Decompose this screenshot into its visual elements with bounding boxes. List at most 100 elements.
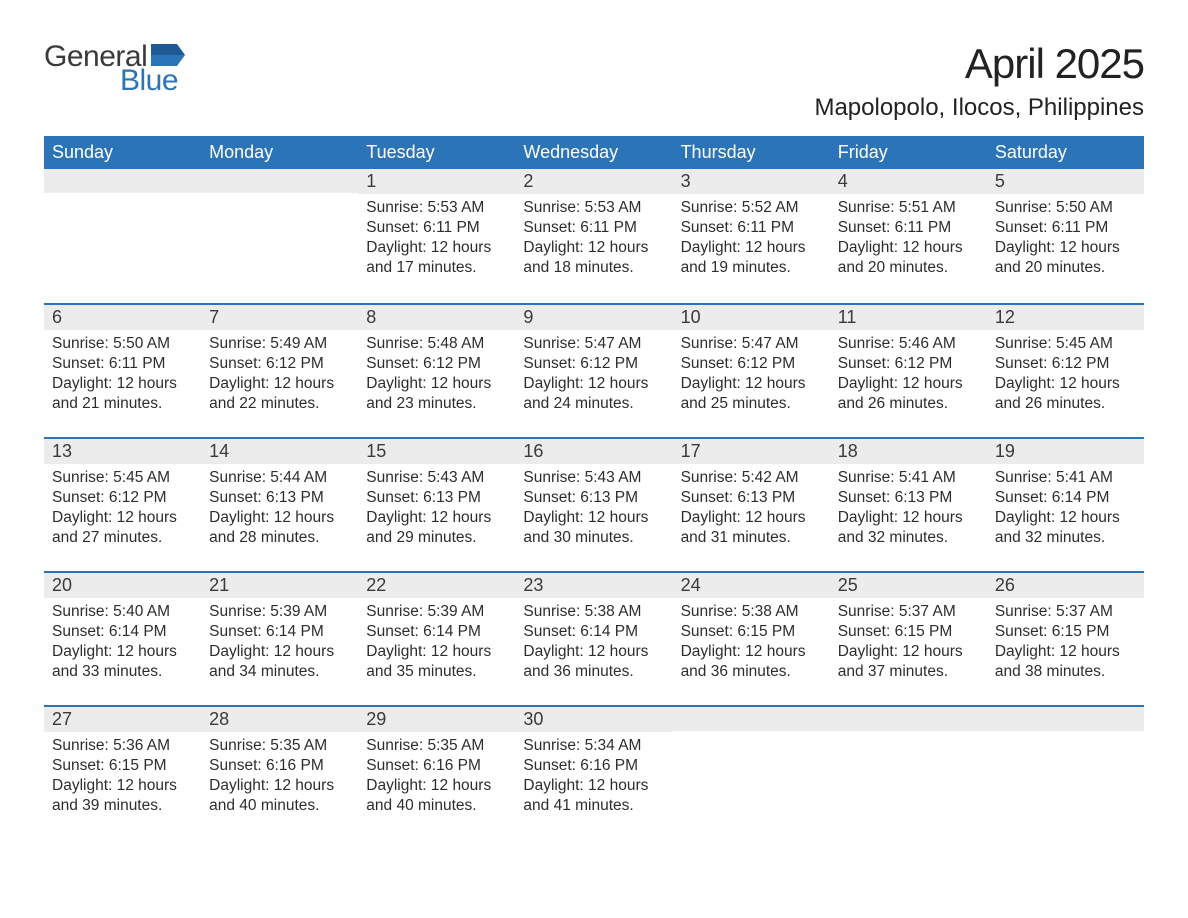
sunrise-text: Sunrise: 5:42 AM	[681, 468, 822, 488]
daylight-text: Daylight: 12 hours and 22 minutes.	[209, 374, 350, 414]
day-body: Sunrise: 5:51 AMSunset: 6:11 PMDaylight:…	[830, 194, 987, 293]
calendar-day: 1Sunrise: 5:53 AMSunset: 6:11 PMDaylight…	[358, 169, 515, 303]
day-body: Sunrise: 5:50 AMSunset: 6:11 PMDaylight:…	[987, 194, 1144, 293]
day-number	[830, 707, 987, 731]
sunrise-text: Sunrise: 5:39 AM	[366, 602, 507, 622]
sunrise-text: Sunrise: 5:43 AM	[366, 468, 507, 488]
daylight-text: Daylight: 12 hours and 39 minutes.	[52, 776, 193, 816]
daylight-text: Daylight: 12 hours and 35 minutes.	[366, 642, 507, 682]
daylight-text: Daylight: 12 hours and 24 minutes.	[523, 374, 664, 414]
calendar-week: 27Sunrise: 5:36 AMSunset: 6:15 PMDayligh…	[44, 705, 1144, 839]
sunset-text: Sunset: 6:15 PM	[838, 622, 979, 642]
sunrise-text: Sunrise: 5:50 AM	[995, 198, 1136, 218]
day-body: Sunrise: 5:45 AMSunset: 6:12 PMDaylight:…	[44, 464, 201, 563]
day-number: 10	[673, 305, 830, 330]
day-body: Sunrise: 5:39 AMSunset: 6:14 PMDaylight:…	[358, 598, 515, 697]
sunset-text: Sunset: 6:14 PM	[209, 622, 350, 642]
day-number: 13	[44, 439, 201, 464]
sunrise-text: Sunrise: 5:38 AM	[523, 602, 664, 622]
calendar-day: 12Sunrise: 5:45 AMSunset: 6:12 PMDayligh…	[987, 305, 1144, 437]
calendar-day: 2Sunrise: 5:53 AMSunset: 6:11 PMDaylight…	[515, 169, 672, 303]
day-number	[201, 169, 358, 193]
dow-header: Saturday	[987, 136, 1144, 169]
day-number: 11	[830, 305, 987, 330]
day-number: 7	[201, 305, 358, 330]
day-number: 15	[358, 439, 515, 464]
sunset-text: Sunset: 6:12 PM	[995, 354, 1136, 374]
sunrise-text: Sunrise: 5:53 AM	[523, 198, 664, 218]
day-body: Sunrise: 5:41 AMSunset: 6:14 PMDaylight:…	[987, 464, 1144, 563]
calendar-day: 3Sunrise: 5:52 AMSunset: 6:11 PMDaylight…	[673, 169, 830, 303]
daylight-text: Daylight: 12 hours and 25 minutes.	[681, 374, 822, 414]
sunset-text: Sunset: 6:15 PM	[681, 622, 822, 642]
day-number: 30	[515, 707, 672, 732]
day-number: 25	[830, 573, 987, 598]
sunrise-text: Sunrise: 5:40 AM	[52, 602, 193, 622]
day-number: 5	[987, 169, 1144, 194]
day-body: Sunrise: 5:43 AMSunset: 6:13 PMDaylight:…	[515, 464, 672, 563]
sunrise-text: Sunrise: 5:38 AM	[681, 602, 822, 622]
dow-header: Friday	[830, 136, 987, 169]
daylight-text: Daylight: 12 hours and 26 minutes.	[995, 374, 1136, 414]
sunset-text: Sunset: 6:14 PM	[52, 622, 193, 642]
day-number: 28	[201, 707, 358, 732]
sunrise-text: Sunrise: 5:41 AM	[838, 468, 979, 488]
sunset-text: Sunset: 6:12 PM	[209, 354, 350, 374]
sunrise-text: Sunrise: 5:46 AM	[838, 334, 979, 354]
calendar-day: 20Sunrise: 5:40 AMSunset: 6:14 PMDayligh…	[44, 573, 201, 705]
sunset-text: Sunset: 6:12 PM	[838, 354, 979, 374]
dow-header-row: SundayMondayTuesdayWednesdayThursdayFrid…	[44, 136, 1144, 169]
daylight-text: Daylight: 12 hours and 40 minutes.	[209, 776, 350, 816]
calendar-day: 26Sunrise: 5:37 AMSunset: 6:15 PMDayligh…	[987, 573, 1144, 705]
calendar-week: 13Sunrise: 5:45 AMSunset: 6:12 PMDayligh…	[44, 437, 1144, 571]
sunrise-text: Sunrise: 5:44 AM	[209, 468, 350, 488]
day-number	[987, 707, 1144, 731]
sunset-text: Sunset: 6:12 PM	[681, 354, 822, 374]
calendar-day: 24Sunrise: 5:38 AMSunset: 6:15 PMDayligh…	[673, 573, 830, 705]
day-number: 18	[830, 439, 987, 464]
day-number: 14	[201, 439, 358, 464]
day-body: Sunrise: 5:47 AMSunset: 6:12 PMDaylight:…	[673, 330, 830, 429]
day-body	[201, 193, 358, 211]
month-title: April 2025	[814, 40, 1144, 88]
brand-logo: General Blue	[44, 40, 185, 98]
daylight-text: Daylight: 12 hours and 26 minutes.	[838, 374, 979, 414]
daylight-text: Daylight: 12 hours and 18 minutes.	[523, 238, 664, 278]
day-body: Sunrise: 5:44 AMSunset: 6:13 PMDaylight:…	[201, 464, 358, 563]
calendar-day: 11 Sunrise: 5:46 AMSunset: 6:12 PMDayligh…	[830, 305, 987, 437]
sunset-text: Sunset: 6:12 PM	[523, 354, 664, 374]
calendar-week: 20Sunrise: 5:40 AMSunset: 6:14 PMDayligh…	[44, 571, 1144, 705]
calendar-day: 22Sunrise: 5:39 AMSunset: 6:14 PMDayligh…	[358, 573, 515, 705]
daylight-text: Daylight: 12 hours and 30 minutes.	[523, 508, 664, 548]
day-number	[673, 707, 830, 731]
daylight-text: Daylight: 12 hours and 28 minutes.	[209, 508, 350, 548]
day-body: Sunrise: 5:40 AMSunset: 6:14 PMDaylight:…	[44, 598, 201, 697]
day-body	[673, 731, 830, 749]
calendar-day: 16Sunrise: 5:43 AMSunset: 6:13 PMDayligh…	[515, 439, 672, 571]
daylight-text: Daylight: 12 hours and 20 minutes.	[995, 238, 1136, 278]
sunset-text: Sunset: 6:13 PM	[681, 488, 822, 508]
sunset-text: Sunset: 6:14 PM	[995, 488, 1136, 508]
day-body: Sunrise: 5:43 AMSunset: 6:13 PMDaylight:…	[358, 464, 515, 563]
daylight-text: Daylight: 12 hours and 19 minutes.	[681, 238, 822, 278]
calendar-week: 6Sunrise: 5:50 AMSunset: 6:11 PMDaylight…	[44, 303, 1144, 437]
day-body: Sunrise: 5:37 AMSunset: 6:15 PMDaylight:…	[830, 598, 987, 697]
sunrise-text: Sunrise: 5:53 AM	[366, 198, 507, 218]
day-body: Sunrise: 5:50 AMSunset: 6:11 PMDaylight:…	[44, 330, 201, 429]
calendar-day	[44, 169, 201, 303]
day-number: 26	[987, 573, 1144, 598]
day-number: 8	[358, 305, 515, 330]
sunrise-text: Sunrise: 5:34 AM	[523, 736, 664, 756]
daylight-text: Daylight: 12 hours and 32 minutes.	[995, 508, 1136, 548]
sunrise-text: Sunrise: 5:35 AM	[209, 736, 350, 756]
title-block: April 2025 Mapolopolo, Ilocos, Philippin…	[814, 40, 1144, 122]
calendar-day: 8Sunrise: 5:48 AMSunset: 6:12 PMDaylight…	[358, 305, 515, 437]
day-number: 23	[515, 573, 672, 598]
daylight-text: Daylight: 12 hours and 38 minutes.	[995, 642, 1136, 682]
sunrise-text: Sunrise: 5:39 AM	[209, 602, 350, 622]
sunset-text: Sunset: 6:13 PM	[523, 488, 664, 508]
day-body: Sunrise: 5:53 AMSunset: 6:11 PMDaylight:…	[358, 194, 515, 293]
sunrise-text: Sunrise: 5:45 AM	[52, 468, 193, 488]
sunset-text: Sunset: 6:13 PM	[209, 488, 350, 508]
day-number: 27	[44, 707, 201, 732]
